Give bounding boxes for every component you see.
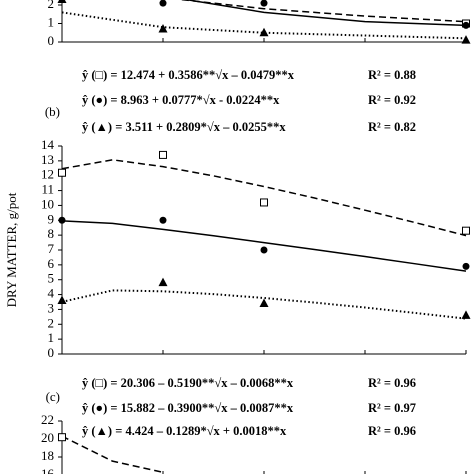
point	[461, 310, 471, 319]
equation: ŷ (□) = 12.474 + 0.3586**√x – 0.0479**x	[82, 68, 295, 82]
equation: ŷ (□) = 20.306 – 0.5190**√x – 0.0068**x	[82, 376, 294, 390]
point	[462, 226, 470, 235]
point	[58, 168, 66, 177]
fit-curve	[61, 11, 467, 40]
fit-curve	[61, 220, 467, 272]
fit-curve	[61, 289, 467, 320]
point	[57, 0, 67, 3]
point	[58, 433, 66, 442]
y-tick-label: 3	[48, 300, 55, 315]
equation: ŷ (●) = 8.963 + 0.0777*√x - 0.0224**x	[82, 93, 280, 107]
y-axis-label: DRY MATTER, g/pot	[4, 192, 19, 307]
fit-curve	[61, 159, 467, 237]
r-squared: R² = 0.97	[368, 401, 416, 415]
fit-curve	[184, 0, 467, 27]
y-tick-label: 22	[41, 412, 54, 427]
fit-curve	[61, 435, 164, 474]
point	[462, 21, 470, 29]
point	[159, 150, 167, 159]
y-tick-label: 2	[48, 0, 55, 11]
equation: ŷ (▲) = 3.511 + 0.2809*√x – 0.0255**x	[82, 120, 286, 134]
point	[159, 0, 167, 7]
equation: ŷ (▲) = 4.424 – 0.1289*√x + 0.0018**x	[82, 424, 287, 438]
point	[259, 27, 269, 37]
point	[158, 24, 168, 33]
point	[57, 295, 67, 305]
y-tick-label: 4	[48, 286, 55, 301]
fit-curve	[177, 0, 467, 23]
point	[158, 277, 168, 287]
r-squared: R² = 0.96	[368, 424, 416, 438]
y-tick-label: 20	[41, 430, 54, 445]
y-tick-label: 11	[41, 182, 54, 197]
y-tick-label: 9	[48, 211, 55, 226]
y-tick-label: 1	[48, 330, 55, 345]
y-tick-label: 16	[41, 466, 55, 474]
r-squared: R² = 0.96	[368, 376, 416, 390]
r-squared: R² = 0.82	[368, 120, 416, 134]
y-tick-label: 6	[48, 256, 55, 271]
y-tick-label: 5	[48, 271, 55, 286]
point	[461, 35, 471, 44]
point	[462, 262, 470, 270]
y-tick-label: 12	[41, 167, 54, 182]
r-squared: R² = 0.88	[368, 68, 416, 82]
y-tick-label: 0	[48, 33, 55, 48]
y-tick-label: 14	[41, 137, 55, 152]
point	[259, 298, 269, 307]
point	[260, 0, 268, 7]
point	[58, 216, 66, 224]
equation: ŷ (●) = 15.882 – 0.3900**√x – 0.0087**x	[82, 401, 294, 415]
point	[260, 198, 268, 207]
y-tick-label: 10	[41, 196, 54, 211]
y-tick-label: 7	[48, 241, 55, 256]
point	[159, 216, 167, 224]
y-tick-label: 13	[41, 152, 54, 167]
y-tick-label: 8	[48, 226, 55, 241]
panel-label: (b)	[45, 104, 60, 119]
y-tick-label: 18	[41, 448, 54, 463]
y-tick-label: 2	[48, 315, 55, 330]
y-tick-label: 1	[48, 14, 55, 29]
y-tick-label: 0	[48, 345, 55, 360]
panel-label: (c)	[46, 389, 60, 404]
point	[260, 246, 268, 254]
r-squared: R² = 0.92	[368, 93, 416, 107]
